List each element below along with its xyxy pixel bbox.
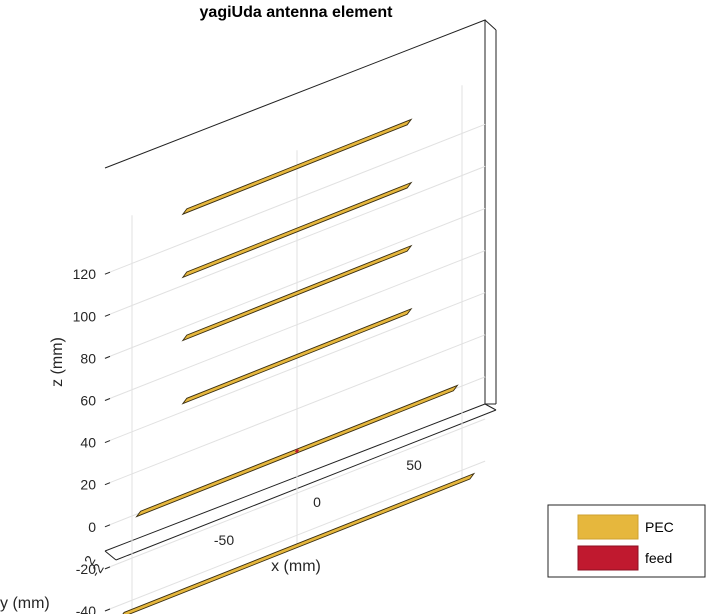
z-tick-mark xyxy=(104,398,111,401)
z-tick-mark xyxy=(104,482,111,486)
box-edge-floor-left xyxy=(104,550,117,561)
gridline-z xyxy=(104,123,486,275)
x-tick-label: -50 xyxy=(214,532,234,548)
legend: PEC feed xyxy=(547,504,706,578)
z-tick-mark xyxy=(104,608,111,612)
z-tick-label: 80 xyxy=(80,350,96,366)
z-tick-mark xyxy=(104,271,111,275)
antenna-element-director xyxy=(181,118,413,216)
legend-swatch-pec xyxy=(577,514,639,540)
gridline-z xyxy=(104,460,486,612)
box-edge-floor-right xyxy=(484,403,497,411)
box-edge-floor-front xyxy=(115,409,497,561)
gridline-z xyxy=(104,292,486,444)
z-tick-mark xyxy=(104,355,111,359)
x-tick-label: 0 xyxy=(313,494,321,510)
x-axis-label: x (mm) xyxy=(271,558,321,575)
legend-label-pec: PEC xyxy=(645,519,674,535)
z-tick-mark xyxy=(104,566,111,570)
antenna-elements xyxy=(122,118,476,614)
gridline-z xyxy=(104,208,486,359)
antenna-element-director xyxy=(181,181,413,279)
z-tick-label: -40 xyxy=(76,603,96,614)
gridlines xyxy=(104,85,486,613)
gridline-z xyxy=(104,418,486,570)
feed-point xyxy=(294,448,300,454)
z-tick-label: 0 xyxy=(88,519,96,535)
y-axis-label: y (mm) xyxy=(0,595,50,612)
z-tick-label: -20 xyxy=(76,561,96,577)
gridline-z xyxy=(104,334,486,486)
antenna-element-director xyxy=(181,244,413,342)
z-tick-label: 40 xyxy=(80,435,96,451)
z-axis-ticks: 120 100 80 60 40 20 0 -20 -40 xyxy=(73,266,111,614)
z-tick-mark xyxy=(104,440,111,444)
gridline-z xyxy=(104,250,486,401)
x-axis-ticks: -50 0 50 xyxy=(214,457,422,548)
antenna-element-director xyxy=(181,307,413,405)
legend-label-feed: feed xyxy=(645,550,672,566)
z-axis-label: z (mm) xyxy=(49,337,66,387)
z-tick-label: 60 xyxy=(80,392,96,408)
figure-title: yagiUda antenna element xyxy=(200,4,394,21)
z-tick-label: 20 xyxy=(80,477,96,493)
box-edge-top-back xyxy=(484,19,497,31)
z-tick-label: 120 xyxy=(73,266,97,282)
z-tick-label: 100 xyxy=(73,308,97,324)
back-wall-outline xyxy=(104,19,486,552)
antenna-element-reflector xyxy=(122,472,476,614)
z-tick-mark xyxy=(104,313,111,317)
x-tick-label: 50 xyxy=(406,457,422,473)
legend-swatch-feed xyxy=(577,545,639,571)
axes-box xyxy=(104,19,497,561)
gridline-z xyxy=(104,165,486,317)
z-tick-mark xyxy=(104,524,111,528)
